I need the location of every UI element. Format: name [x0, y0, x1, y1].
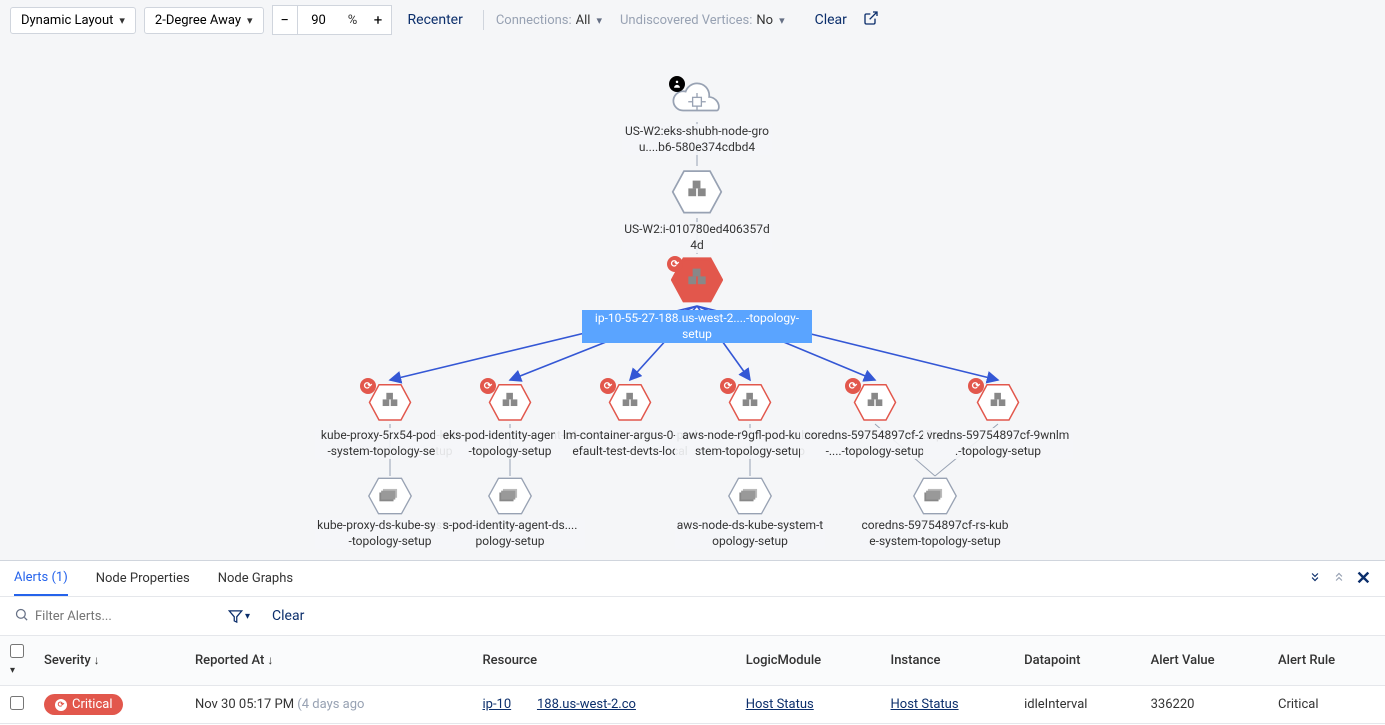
instance-link[interactable]: Host Status — [891, 697, 959, 712]
topology-graph[interactable]: US-W2:eks-shubh-node-grou....b6-580e374c… — [0, 40, 1385, 560]
degree-dropdown[interactable]: 2-Degree Away — [144, 7, 264, 34]
undiscovered-value: No — [756, 13, 773, 28]
col-alert-value[interactable]: Alert Value — [1141, 636, 1268, 686]
severity-text: Critical — [72, 697, 112, 712]
danger-badge-icon — [669, 76, 685, 92]
expand-down-icon[interactable] — [1308, 569, 1322, 588]
alerts-filter-row: ▾ Clear — [0, 597, 1385, 635]
clear-filter-button[interactable]: Clear — [264, 604, 312, 628]
zoom-out-button[interactable]: − — [272, 5, 298, 35]
severity-badge: ⟳ Critical — [44, 694, 123, 715]
table-header-row: ▾ Severity Reported At Resource LogicMod… — [0, 636, 1385, 686]
toolbar: Dynamic Layout 2-Degree Away − % + Recen… — [0, 0, 1385, 40]
graph-node[interactable] — [487, 476, 533, 516]
clear-button[interactable]: Clear — [807, 8, 855, 32]
zoom-group: − % + — [272, 5, 392, 35]
row-checkbox[interactable] — [10, 696, 24, 710]
alert-badge-icon: ⟳ — [480, 378, 496, 394]
undiscovered-filter[interactable]: Undiscovered Vertices: No — [620, 13, 785, 28]
select-all-checkbox[interactable] — [10, 644, 24, 658]
tab-alerts[interactable]: Alerts (1) — [14, 561, 68, 596]
zoom-in-button[interactable]: + — [366, 5, 392, 35]
col-severity[interactable]: Severity — [34, 636, 185, 686]
table-row[interactable]: ⟳ Critical Nov 30 05:17 PM (4 days ago i… — [0, 686, 1385, 724]
filter-alerts-input[interactable] — [35, 609, 175, 624]
recenter-button[interactable]: Recenter — [400, 8, 471, 32]
graph-node[interactable] — [912, 476, 958, 516]
undiscovered-label: Undiscovered Vertices: — [620, 13, 752, 28]
tab-node-properties[interactable]: Node Properties — [96, 562, 190, 595]
panel-tabs: Alerts (1) Node Properties Node Graphs ✕ — [0, 561, 1385, 597]
graph-node[interactable] — [727, 476, 773, 516]
graph-node-label: coredns-59754897cf-rs-kube-system-topolo… — [860, 518, 1010, 549]
layout-dropdown[interactable]: Dynamic Layout — [10, 7, 136, 34]
expand-up-icon[interactable] — [1332, 569, 1346, 588]
col-reported[interactable]: Reported At — [185, 636, 473, 686]
alerts-table: ▾ Severity Reported At Resource LogicMod… — [0, 635, 1385, 724]
connections-filter[interactable]: Connections: All — [496, 13, 602, 28]
alert-badge-icon: ⟳ — [845, 378, 861, 394]
graph-node-label: aws-node-ds-kube-system-topology-setup — [675, 518, 825, 549]
alert-badge-icon: ⟳ — [600, 378, 616, 394]
graph-node[interactable] — [671, 169, 723, 215]
resource-link[interactable]: 188.us-west-2.co — [537, 697, 636, 712]
zoom-input[interactable] — [298, 5, 340, 35]
col-resource[interactable]: Resource — [472, 636, 735, 686]
col-logic[interactable]: LogicModule — [736, 636, 881, 686]
alert-badge-icon: ⟳ — [720, 378, 736, 394]
filter-icon[interactable]: ▾ — [228, 609, 250, 624]
connections-value: All — [576, 13, 591, 28]
graph-node[interactable] — [367, 476, 413, 516]
degree-dropdown-label: 2-Degree Away — [155, 13, 241, 28]
close-icon[interactable]: ✕ — [1356, 568, 1371, 589]
details-panel: Alerts (1) Node Properties Node Graphs ✕… — [0, 560, 1385, 725]
reported-cell: Nov 30 05:17 PM (4 days ago — [185, 686, 473, 724]
alert-value-cell: 336220 — [1141, 686, 1268, 724]
col-instance[interactable]: Instance — [881, 636, 1015, 686]
col-alert-rule[interactable]: Alert Rule — [1268, 636, 1385, 686]
datapoint-cell: idleInterval — [1014, 686, 1141, 724]
logic-link[interactable]: Host Status — [746, 697, 814, 712]
connections-label: Connections: — [496, 13, 572, 28]
alert-badge-icon: ⟳ — [667, 256, 683, 272]
col-datapoint[interactable]: Datapoint — [1014, 636, 1141, 686]
resource-link-short[interactable]: ip-10 — [482, 697, 511, 712]
alert-badge-icon: ⟳ — [360, 378, 376, 394]
resource-cell: ip-10 188.us-west-2.co — [472, 686, 735, 724]
divider — [483, 10, 484, 30]
graph-node-label: s-pod-identity-agent-ds....pology-setup — [435, 518, 585, 549]
zoom-pct-label: % — [340, 5, 366, 35]
alert-rule-cell: Critical — [1268, 686, 1385, 724]
graph-node-label: US-W2:eks-shubh-node-grou....b6-580e374c… — [622, 124, 772, 155]
open-new-window-icon[interactable] — [863, 10, 879, 30]
tab-node-graphs[interactable]: Node Graphs — [218, 562, 293, 595]
graph-node-label: US-W2:i-010780ed406357d4d — [622, 222, 772, 253]
search-icon — [14, 607, 29, 626]
alert-badge-icon: ⟳ — [968, 378, 984, 394]
layout-dropdown-label: Dynamic Layout — [21, 13, 113, 28]
graph-node-label: vredns-59754897cf-9wnlm.-topology-setup — [923, 428, 1073, 459]
graph-node-label: ip-10-55-27-188.us-west-2....-topology-s… — [582, 310, 812, 343]
